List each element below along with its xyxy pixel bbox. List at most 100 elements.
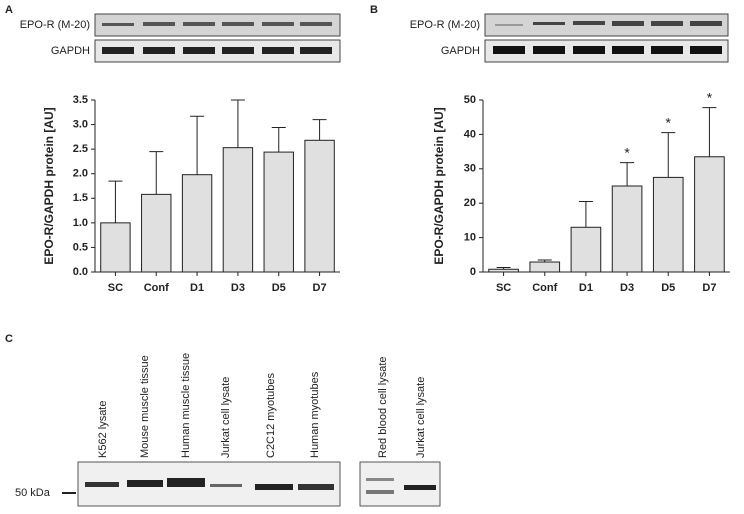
blot-strip <box>77 461 341 507</box>
error-bar <box>312 119 327 141</box>
bar <box>100 222 131 273</box>
bands <box>102 47 332 54</box>
y-tick-label: 50 <box>464 94 476 106</box>
band <box>298 484 334 490</box>
x-tick-label: Conf <box>144 282 169 294</box>
y-tick-label: 30 <box>464 163 476 175</box>
bar <box>652 176 684 273</box>
x-tick-label: Conf <box>532 282 557 294</box>
error-bar <box>661 132 676 178</box>
band <box>690 46 722 54</box>
error-bar <box>190 115 205 175</box>
band <box>573 46 605 54</box>
band <box>127 480 163 487</box>
x-tick-label: D5 <box>661 282 675 294</box>
band <box>222 47 254 54</box>
band <box>167 478 205 487</box>
band <box>404 485 436 490</box>
band <box>366 490 394 494</box>
x-tick-label: SC <box>108 282 123 294</box>
y-tick-label: 1.0 <box>73 217 88 229</box>
y-tick-label: 1.5 <box>73 192 88 204</box>
bar <box>611 185 643 273</box>
blot-strip <box>484 13 729 37</box>
band <box>690 21 722 26</box>
bands <box>493 46 722 54</box>
band <box>85 482 119 487</box>
lane-label: Human myotubes <box>309 371 321 458</box>
error-bar <box>578 200 593 228</box>
bands <box>102 22 332 26</box>
band <box>573 21 605 25</box>
blot-strip <box>94 39 341 63</box>
band <box>143 47 175 54</box>
band <box>143 22 175 26</box>
bar <box>304 139 335 273</box>
panel-letter: A <box>5 4 13 16</box>
y-tick-label: 3.0 <box>73 118 88 130</box>
band <box>183 22 215 26</box>
y-tick-label: 40 <box>464 128 476 140</box>
bar <box>141 193 172 273</box>
lane-label: Mouse muscle tissue <box>139 355 151 458</box>
band <box>300 47 332 54</box>
band <box>102 23 134 26</box>
bar <box>694 156 725 273</box>
y-tick-label: 2.5 <box>73 143 88 155</box>
band <box>612 21 644 26</box>
band <box>651 46 683 54</box>
x-tick-label: SC <box>496 282 511 294</box>
bar <box>488 268 519 273</box>
band <box>612 46 644 54</box>
bands <box>85 478 436 494</box>
band <box>533 22 565 25</box>
band <box>366 478 394 481</box>
band <box>533 46 565 54</box>
band <box>651 21 683 26</box>
x-tick-label: D3 <box>231 282 245 294</box>
lane-label: Human muscle tissue <box>180 353 192 458</box>
lane-label: K562 lysate <box>97 401 109 458</box>
error-bar <box>702 107 717 157</box>
error-bar <box>230 99 245 148</box>
x-tick-label: D1 <box>579 282 593 294</box>
band <box>183 47 215 54</box>
bar <box>263 151 294 273</box>
blot-label: GAPDH <box>51 45 90 57</box>
error-bar <box>149 151 164 195</box>
error-bar <box>496 267 511 270</box>
band <box>255 484 293 490</box>
blot-label: GAPDH <box>441 45 480 57</box>
blot-strip <box>94 13 341 37</box>
lane-label: C2C12 myotubes <box>265 373 277 458</box>
x-tick-label: D7 <box>313 282 327 294</box>
y-tick-label: 10 <box>464 232 476 244</box>
significance-mark: * <box>666 114 672 130</box>
band <box>300 22 332 26</box>
bar <box>570 226 602 273</box>
bands <box>495 21 722 26</box>
marker-label: 50 kDa <box>15 487 51 499</box>
error-bar <box>537 259 552 263</box>
blot-strip <box>484 39 729 63</box>
y-tick-label: 0.5 <box>73 241 88 253</box>
lane-label: Jurkat cell lysate <box>415 377 427 458</box>
band <box>493 46 525 54</box>
bar <box>222 147 254 273</box>
error-bar <box>108 180 123 223</box>
lane-label: Red blood cell lysate <box>377 356 389 458</box>
y-tick-label: 3.5 <box>73 94 88 106</box>
significance-mark: * <box>624 144 630 160</box>
lane-label: Jurkat cell lysate <box>220 377 232 458</box>
band <box>495 24 523 26</box>
bar <box>529 261 561 273</box>
error-bar <box>620 162 635 186</box>
error-bar <box>271 127 286 153</box>
blot-strip <box>359 461 441 507</box>
y-tick-label: 20 <box>464 197 476 209</box>
y-tick-label: 2.0 <box>73 168 88 180</box>
x-tick-label: D3 <box>620 282 634 294</box>
band <box>222 22 254 26</box>
bar <box>181 174 213 273</box>
